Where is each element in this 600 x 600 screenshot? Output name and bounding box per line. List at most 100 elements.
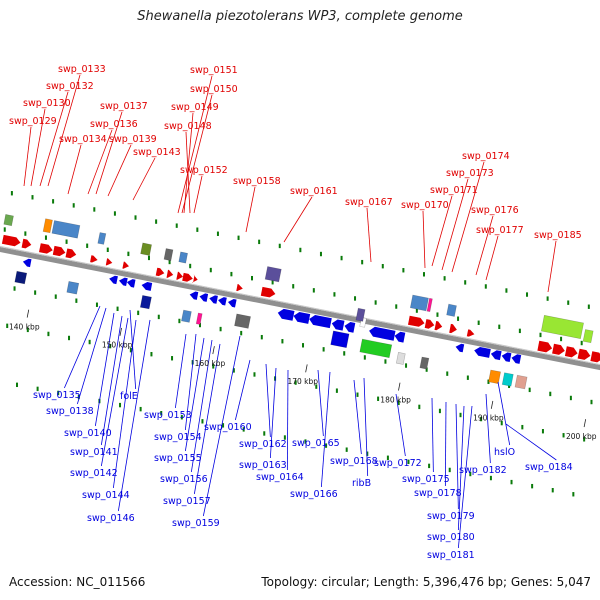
gene-box <box>514 374 528 390</box>
leader-line <box>497 381 511 446</box>
gene-label-swp-0166[interactable]: swp_0166 <box>290 489 338 500</box>
tick-label: 150 kbp <box>102 341 133 350</box>
gene-label-swp-0153[interactable]: swp_0153 <box>144 410 192 421</box>
gene-label-swp-0173[interactable]: swp_0173 <box>446 168 494 179</box>
gene-label-swp-0158[interactable]: swp_0158 <box>233 176 281 187</box>
rail-dot <box>113 211 116 216</box>
leader-line <box>431 397 434 473</box>
gene-label-hslO[interactable]: hslO <box>494 447 515 458</box>
leader-line <box>441 178 469 271</box>
gene-label-swp-0172[interactable]: swp_0172 <box>374 458 422 469</box>
gene-label-swp-0152[interactable]: swp_0152 <box>180 165 228 176</box>
reverse-gene-arrow <box>309 315 332 329</box>
gene-label-swp-0133[interactable]: swp_0133 <box>58 64 106 75</box>
rail-dot <box>242 427 245 432</box>
leader-line <box>185 131 191 214</box>
leader-line <box>286 369 289 471</box>
tick-mark <box>583 419 587 428</box>
gene-label-swp-0174[interactable]: swp_0174 <box>462 151 510 162</box>
gene-label-swp-0157[interactable]: swp_0157 <box>163 496 211 507</box>
gene-label-swp-0180[interactable]: swp_0180 <box>427 532 475 543</box>
rail-dot <box>484 284 487 289</box>
gene-label-swp-0171[interactable]: swp_0171 <box>430 185 478 196</box>
leader-line <box>132 157 156 201</box>
gene-label-swp-0168[interactable]: swp_0168 <box>330 456 378 467</box>
gene-label-swp-0138[interactable]: swp_0138 <box>46 406 94 417</box>
gene-label-swp-0132[interactable]: swp_0132 <box>46 81 94 92</box>
gene-label-swp-0176[interactable]: swp_0176 <box>471 205 519 216</box>
leader-line <box>283 196 313 243</box>
gene-label-swp-0181[interactable]: swp_0181 <box>427 550 475 561</box>
gene-label-swp-0142[interactable]: swp_0142 <box>70 468 118 479</box>
gene-label-swp-0163[interactable]: swp_0163 <box>239 460 287 471</box>
gene-label-swp-0130[interactable]: swp_0130 <box>23 98 71 109</box>
gene-label-swp-0182[interactable]: swp_0182 <box>459 465 507 476</box>
reverse-gene-arrow <box>344 322 356 333</box>
gene-label-swp-0159[interactable]: swp_0159 <box>172 518 220 529</box>
gene-label-swp-0162[interactable]: swp_0162 <box>239 439 287 450</box>
rail-dot <box>583 437 586 442</box>
gene-label-swp-0135[interactable]: swp_0135 <box>33 390 81 401</box>
gene-label-swp-0136[interactable]: swp_0136 <box>90 119 138 130</box>
rail-dot <box>75 298 78 303</box>
leader-line <box>190 339 213 473</box>
leader-line <box>234 359 251 421</box>
leader-line <box>422 210 426 269</box>
gene-label-swp-0139[interactable]: swp_0139 <box>109 134 157 145</box>
forward-gene-arrow <box>537 340 553 353</box>
rail-dot <box>175 223 178 228</box>
gene-label-swp-0155[interactable]: swp_0155 <box>154 453 202 464</box>
gene-label-swp-0161[interactable]: swp_0161 <box>290 186 338 197</box>
gene-label-swp-0140[interactable]: swp_0140 <box>64 428 112 439</box>
rail-dot <box>363 355 366 360</box>
leader-line <box>129 309 137 390</box>
gene-label-swp-0167[interactable]: swp_0167 <box>345 197 393 208</box>
rail-dot <box>510 479 513 485</box>
forward-gene-arrow <box>552 343 565 355</box>
rail-dot <box>292 284 295 289</box>
gene-label-swp-0179[interactable]: swp_0179 <box>427 511 475 522</box>
gene-label-swp-0154[interactable]: swp_0154 <box>154 432 202 443</box>
gene-label-swp-0170[interactable]: swp_0170 <box>401 200 449 211</box>
gene-label-swp-0175[interactable]: swp_0175 <box>402 474 450 485</box>
leader-line <box>30 108 46 187</box>
gene-label-swp-0149[interactable]: swp_0149 <box>171 102 219 113</box>
forward-gene-arrow <box>122 261 129 269</box>
rail-dot <box>52 199 55 204</box>
forward-gene-arrow <box>466 329 475 337</box>
rail-dot <box>415 308 418 313</box>
gene-label-swp-0146[interactable]: swp_0146 <box>87 513 135 524</box>
gene-label-swp-0164[interactable]: swp_0164 <box>256 472 304 483</box>
gene-label-swp-0134[interactable]: swp_0134 <box>59 134 107 145</box>
gene-label-swp-0185[interactable]: swp_0185 <box>534 230 582 241</box>
leader-line <box>63 305 101 389</box>
gene-label-swp-0148[interactable]: swp_0148 <box>164 121 212 132</box>
gene-label-swp-0151[interactable]: swp_0151 <box>190 65 238 76</box>
gene-label-swp-0178[interactable]: swp_0178 <box>414 488 462 499</box>
gene-label-swp-0160[interactable]: swp_0160 <box>204 422 252 433</box>
gene-label-swp-0144[interactable]: swp_0144 <box>82 490 130 501</box>
gene-label-swp-0177[interactable]: swp_0177 <box>476 225 524 236</box>
gene-label-swp-0129[interactable]: swp_0129 <box>9 116 57 127</box>
gene-label-swp-0141[interactable]: swp_0141 <box>70 447 118 458</box>
gene-label-swp-0165[interactable]: swp_0165 <box>292 438 340 449</box>
rail-dot <box>549 391 552 397</box>
gene-label-swp-0184[interactable]: swp_0184 <box>525 462 573 473</box>
forward-gene-arrow <box>577 348 591 360</box>
rail-dot <box>539 332 542 338</box>
forward-gene-arrow <box>260 286 276 298</box>
gene-label-swp-0156[interactable]: swp_0156 <box>160 474 208 485</box>
gene-label-swp-0137[interactable]: swp_0137 <box>100 101 148 112</box>
gene-box <box>51 220 81 239</box>
gene-box <box>446 303 457 317</box>
rail-dot <box>335 388 338 393</box>
gene-label-swp-0143[interactable]: swp_0143 <box>133 147 181 158</box>
rail-dot <box>54 294 57 299</box>
rail-dot <box>219 326 222 332</box>
rail-dot <box>469 471 472 477</box>
gene-label-swp-0150[interactable]: swp_0150 <box>190 84 238 95</box>
rail-dot <box>443 276 446 281</box>
gene-box <box>195 312 203 325</box>
gene-label-ribB[interactable]: ribB <box>352 478 371 489</box>
gene-label-folE[interactable]: folE <box>120 391 138 402</box>
